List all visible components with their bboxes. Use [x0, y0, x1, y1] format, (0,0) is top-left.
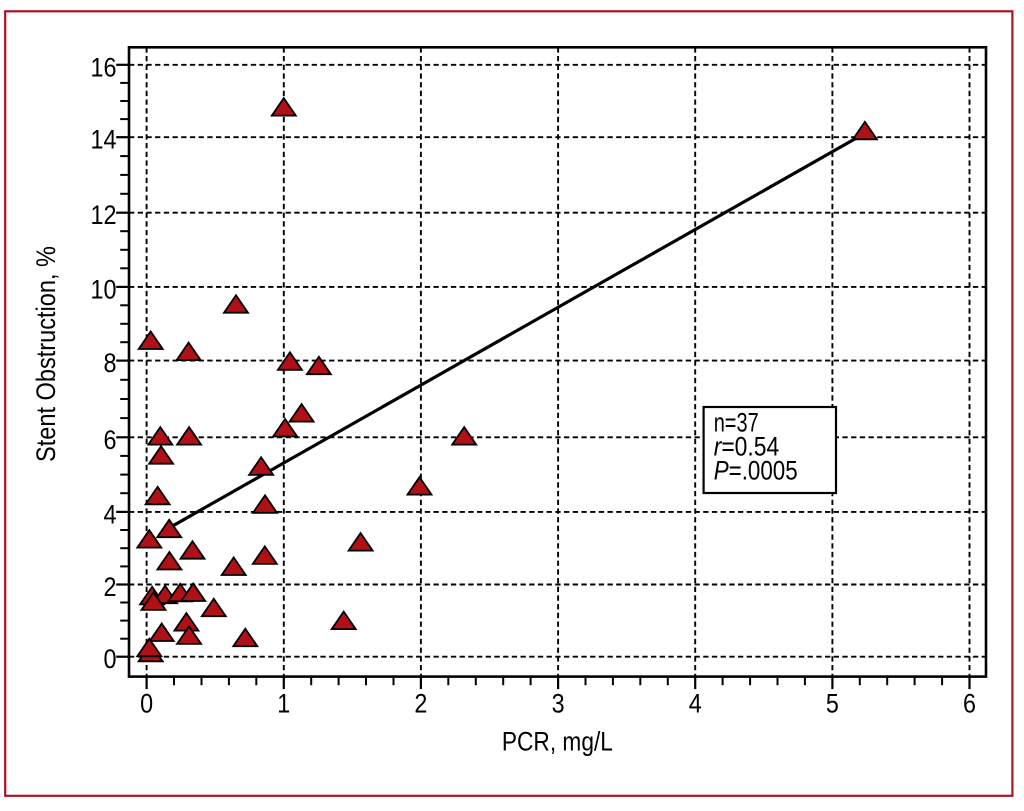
svg-text:12: 12	[91, 200, 117, 230]
svg-text:6: 6	[104, 425, 117, 455]
svg-text:5: 5	[826, 689, 839, 719]
svg-text:2: 2	[414, 689, 427, 719]
svg-text:4: 4	[689, 689, 702, 719]
svg-text:P=.0005: P=.0005	[714, 456, 798, 486]
svg-text:2: 2	[104, 572, 117, 602]
svg-text:16: 16	[91, 52, 117, 82]
svg-text:3: 3	[552, 689, 565, 719]
svg-text:8: 8	[104, 348, 117, 378]
svg-text:r=0.54: r=0.54	[714, 432, 780, 462]
svg-text:Stent Obstruction, %: Stent Obstruction, %	[31, 246, 61, 462]
svg-text:0: 0	[140, 689, 153, 719]
svg-text:1: 1	[277, 689, 290, 719]
svg-text:10: 10	[91, 274, 117, 304]
svg-text:0: 0	[104, 644, 117, 674]
svg-text:6: 6	[963, 689, 976, 719]
svg-text:PCR, mg/L: PCR, mg/L	[502, 727, 613, 757]
svg-text:n=37: n=37	[714, 408, 759, 438]
svg-text:14: 14	[91, 125, 117, 155]
svg-text:4: 4	[104, 499, 117, 529]
